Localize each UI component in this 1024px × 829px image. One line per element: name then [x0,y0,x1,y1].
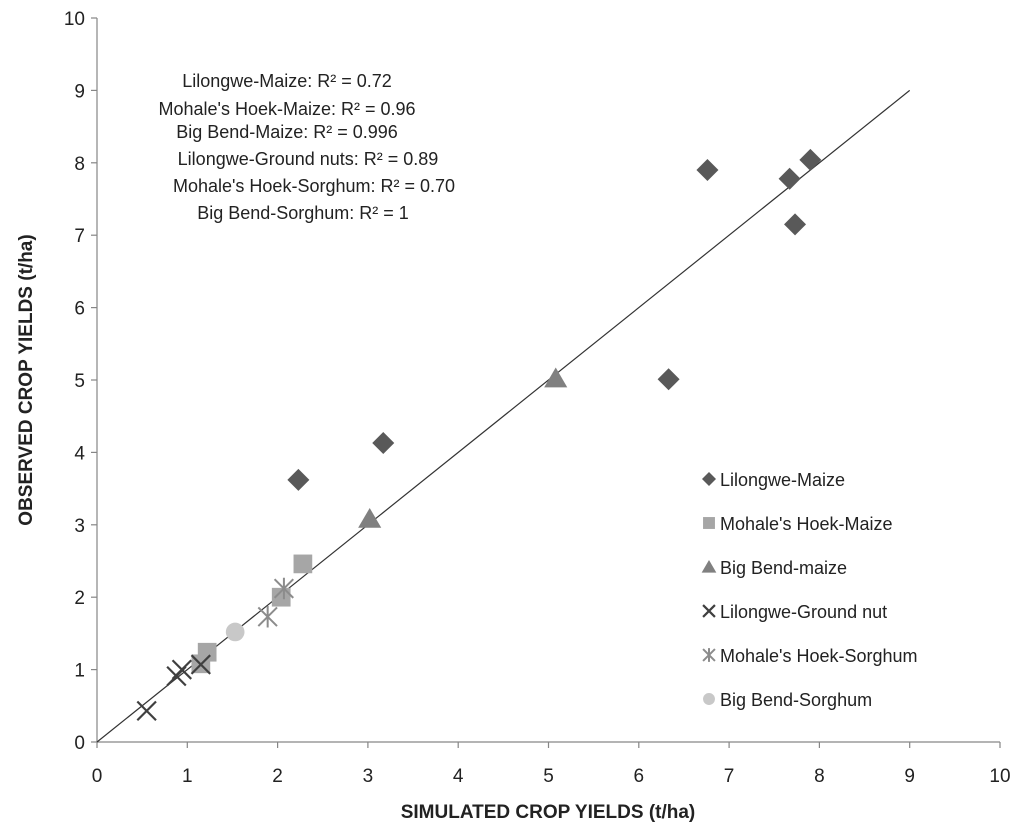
data-point [273,577,294,600]
data-point [225,622,245,642]
data-point [171,659,193,680]
data-point [293,554,313,574]
x-tick-label: 4 [453,766,464,787]
data-point [287,468,310,491]
x-tick-label: 10 [989,766,1010,787]
data-point [784,213,807,236]
legend-marker [702,604,716,618]
y-tick-label: 8 [74,154,85,175]
data-point [372,431,395,454]
data-point [136,700,157,721]
data-point [778,167,801,190]
y-tick-label: 9 [74,81,85,102]
y-tick-label: 7 [74,226,85,247]
legend-item: Lilongwe-Ground nut [702,602,887,622]
data-point [190,654,211,675]
plot-area: 0 1 2 3 4 5 6 7 8 9 10 0 1 2 3 4 5 6 7 8 9 10 [64,9,1011,787]
y-tick-label: 10 [64,9,85,30]
y-tick-label: 2 [74,588,85,609]
legend-item: Big Bend-Sorghum [703,690,872,710]
x-tick-label: 3 [363,766,374,787]
data-point [257,605,278,628]
legend-label: Lilongwe-Maize [720,470,845,490]
r2-lilongwe-ground-nuts: Lilongwe-Ground nuts: R² = 0.89 [178,149,439,169]
legend-label: Big Bend-maize [720,558,847,578]
legend-label: Lilongwe-Ground nut [720,602,887,622]
series-3 [136,654,211,721]
y-tick-label: 5 [74,371,85,392]
series-2 [358,367,568,528]
legend-marker [703,693,715,705]
series-0 [287,148,822,491]
legend-marker [702,472,716,486]
x-axis-ticks: 0 1 2 3 4 5 6 7 8 9 10 [92,742,1011,787]
x-tick-label: 0 [92,766,103,787]
x-axis-title: SIMULATED CROP YIELDS (t/ha) [401,802,696,823]
data-point [271,587,291,607]
legend-label: Mohale's Hoek-Maize [720,514,893,534]
y-tick-label: 1 [74,661,85,682]
data-point [799,148,822,171]
data-point [696,159,719,182]
y-tick-label: 6 [74,299,85,320]
x-tick-label: 8 [814,766,825,787]
y-axis-ticks: 0 1 2 3 4 5 6 7 8 9 10 [64,9,97,754]
y-tick-label: 3 [74,516,85,537]
x-tick-label: 5 [543,766,554,787]
data-point [358,508,382,528]
series-5 [225,622,245,642]
r2-big-bend-maize: Big Bend-Maize: R² = 0.996 [176,122,398,142]
legend-marker [703,517,715,529]
legend-item: Big Bend-maize [701,558,847,578]
legend-label: Mohale's Hoek-Sorghum [720,646,918,666]
legend-item: Lilongwe-Maize [702,470,845,490]
legend-marker [702,648,716,662]
r-squared-annotations: Lilongwe-Maize: R² = 0.72 Mohale's Hoek-… [158,71,455,223]
legend: Lilongwe-Maize Mohale's Hoek-Maize Big Ben… [701,470,918,710]
data-point [657,368,680,391]
legend-item: Mohale's Hoek-Maize [703,514,893,534]
r2-mohales-hoek-maize: Mohale's Hoek-Maize: R² = 0.96 [158,99,415,119]
x-tick-label: 9 [904,766,915,787]
x-tick-label: 1 [182,766,193,787]
x-tick-label: 2 [272,766,283,787]
r2-mohales-hoek-sorghum: Mohale's Hoek-Sorghum: R² = 0.70 [173,176,455,196]
y-tick-label: 4 [74,443,85,464]
data-points [136,148,822,721]
legend-item: Mohale's Hoek-Sorghum [702,646,918,666]
x-tick-label: 6 [634,766,645,787]
r2-lilongwe-maize: Lilongwe-Maize: R² = 0.72 [182,71,392,91]
legend-marker [701,560,717,573]
y-tick-label: 0 [74,733,85,754]
r2-big-bend-sorghum: Big Bend-Sorghum: R² = 1 [197,203,409,223]
y-axis-title: OBSERVED CROP YIELDS (t/ha) [16,234,37,525]
data-point [197,642,217,662]
data-point [544,367,568,388]
series-4 [257,577,294,628]
legend-label: Big Bend-Sorghum [720,690,872,710]
x-tick-label: 7 [724,766,735,787]
